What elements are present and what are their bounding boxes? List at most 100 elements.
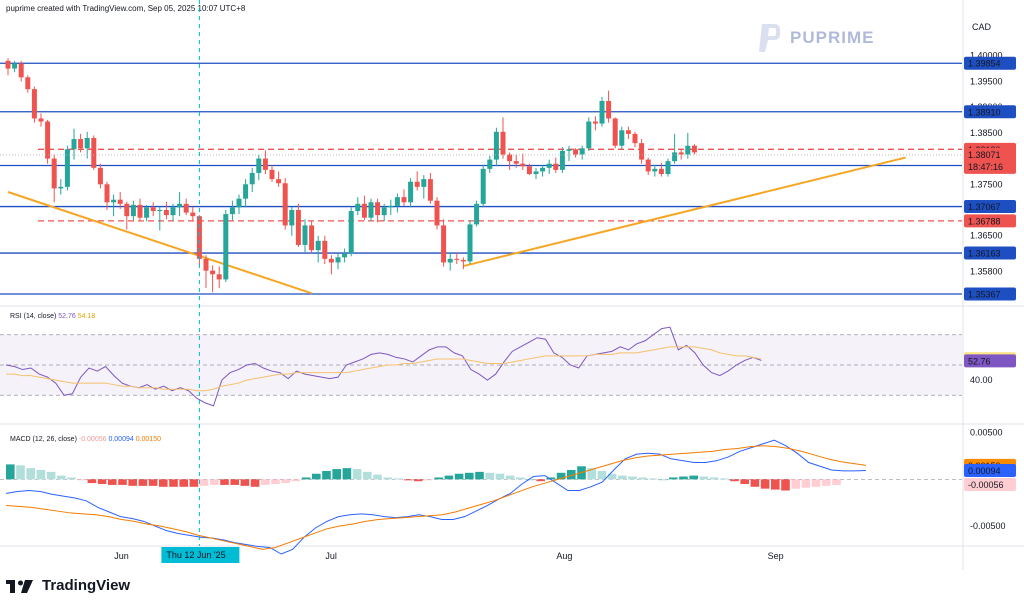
macd-histogram-bar bbox=[414, 479, 423, 482]
candle-body bbox=[190, 212, 196, 217]
candle-body bbox=[487, 159, 493, 169]
candle-body bbox=[394, 197, 400, 206]
macd-histogram-bar bbox=[97, 479, 107, 484]
candle-body bbox=[441, 225, 447, 263]
candle-body bbox=[177, 203, 183, 208]
candle-body bbox=[368, 202, 374, 218]
price-tick-label: 1.39500 bbox=[970, 76, 1003, 86]
candle-body bbox=[196, 216, 202, 259]
candle-body bbox=[144, 207, 150, 218]
macd-histogram-bar bbox=[811, 479, 821, 487]
macd-histogram-bar bbox=[87, 479, 97, 484]
macd-histogram-bar bbox=[832, 479, 841, 485]
candle-body bbox=[612, 118, 618, 146]
candle-body bbox=[520, 163, 526, 167]
candle-body bbox=[388, 205, 394, 208]
watermark-text: PUPRIME bbox=[790, 28, 875, 47]
candle-body bbox=[619, 130, 625, 146]
countdown-label: 18:47:16 bbox=[968, 162, 1003, 172]
price-tick-label: 1.37500 bbox=[970, 179, 1003, 189]
candle-body bbox=[31, 89, 37, 119]
candle-body bbox=[658, 168, 664, 174]
price-tick-label: 1.38500 bbox=[970, 128, 1003, 138]
macd-histogram-bar bbox=[271, 479, 280, 484]
candle-body bbox=[282, 183, 288, 226]
candle-body bbox=[678, 152, 684, 155]
candle-body bbox=[355, 203, 361, 212]
candle-body bbox=[500, 131, 506, 155]
histogram-value-bg bbox=[964, 478, 1016, 492]
macd-histogram-bar bbox=[77, 479, 86, 481]
candle-body bbox=[533, 171, 539, 174]
macd-histogram-bar bbox=[159, 479, 168, 487]
candle-body bbox=[210, 270, 216, 275]
candle-body bbox=[553, 163, 559, 170]
macd-histogram-bar bbox=[740, 479, 749, 484]
candle-body bbox=[348, 211, 354, 254]
macd-histogram-bar bbox=[454, 473, 464, 480]
macd-histogram-bar bbox=[128, 479, 137, 486]
macd-histogram-bar bbox=[720, 478, 729, 480]
candle-body bbox=[302, 225, 308, 245]
candle-body bbox=[216, 274, 222, 280]
macd-histogram-bar bbox=[628, 476, 637, 480]
price-level-label: 1.35367 bbox=[968, 289, 1001, 299]
rsi-value-bg bbox=[964, 354, 1016, 368]
price-level-label: 1.38910 bbox=[968, 107, 1001, 117]
candle-body bbox=[276, 179, 282, 184]
candle-body bbox=[526, 166, 532, 174]
macd-value-bg bbox=[964, 464, 1016, 478]
candle-body bbox=[447, 258, 453, 263]
macd-histogram-bar bbox=[332, 469, 341, 480]
candle-body bbox=[78, 139, 84, 149]
candle-body bbox=[579, 148, 585, 155]
histogram-legend-value: -0.00056 bbox=[79, 436, 109, 443]
macd-histogram-bar bbox=[536, 479, 545, 482]
macd-histogram-bar bbox=[220, 479, 229, 485]
candle-body bbox=[513, 161, 519, 164]
macd-histogram-bar bbox=[138, 479, 148, 486]
candle-body bbox=[117, 199, 123, 204]
candle-body bbox=[361, 203, 367, 218]
candle-body bbox=[559, 150, 565, 170]
macd-histogram-bar bbox=[179, 479, 188, 487]
price-tick-label: 1.36500 bbox=[970, 231, 1003, 241]
candle-body bbox=[586, 121, 592, 149]
price-level-label-bg bbox=[964, 246, 1016, 260]
macd-histogram-bar bbox=[210, 479, 219, 485]
macd-histogram-bar bbox=[373, 474, 382, 480]
candle-body bbox=[295, 210, 301, 245]
macd-histogram-bar bbox=[434, 477, 443, 480]
macd-histogram-bar bbox=[189, 479, 199, 487]
macd-histogram-bar bbox=[546, 477, 556, 480]
macd-tick-label: 0.00500 bbox=[970, 428, 1003, 438]
macd-histogram-bar bbox=[567, 470, 576, 480]
price-level-label-bg bbox=[964, 56, 1016, 70]
candle-body bbox=[625, 130, 631, 134]
price-level-label-bg bbox=[964, 105, 1016, 119]
macd-title: MACD (12, 26, close) -0.00056 0.00094 0.… bbox=[10, 436, 161, 443]
time-tick-label: Aug bbox=[556, 551, 572, 561]
candle-body bbox=[566, 149, 572, 151]
macd-histogram-bar bbox=[352, 469, 362, 480]
candle-body bbox=[328, 258, 334, 263]
macd-histogram-bar bbox=[444, 475, 454, 480]
candle-body bbox=[427, 179, 433, 201]
footer-logo: TradingView bbox=[6, 577, 130, 594]
candle-body bbox=[540, 167, 546, 172]
current-price-label: 1.38071 bbox=[968, 150, 1001, 160]
candle-body bbox=[672, 152, 678, 162]
candle-body bbox=[25, 77, 31, 90]
macd-histogram-bar bbox=[26, 468, 35, 480]
price-level-label: 1.36788 bbox=[968, 216, 1001, 226]
signal-line bbox=[5, 445, 867, 550]
candle-body bbox=[315, 240, 321, 251]
macd-histogram-bar bbox=[16, 465, 25, 480]
macd-histogram-bar bbox=[240, 479, 250, 486]
candle-body bbox=[467, 224, 473, 262]
macd-line bbox=[5, 439, 867, 555]
macd-histogram-bar bbox=[363, 471, 372, 480]
candle-body bbox=[381, 207, 387, 216]
rsi-title: RSI (14, close) 52.76 54.18 bbox=[10, 313, 95, 320]
